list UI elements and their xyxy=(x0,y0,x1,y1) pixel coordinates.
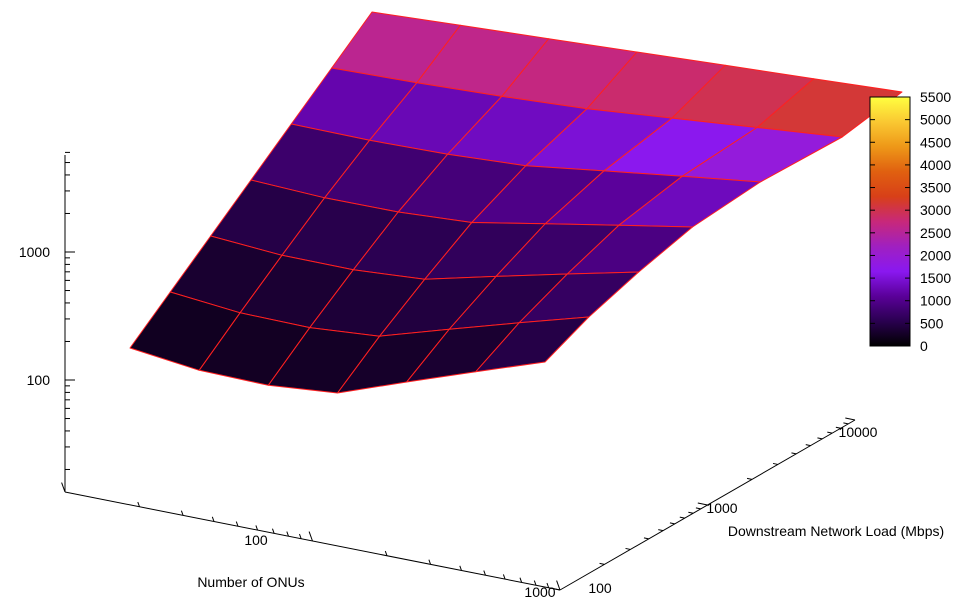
y-tick-label: 1000 xyxy=(706,500,737,516)
y-tick xyxy=(697,502,708,506)
colorbar-tick-label: 4000 xyxy=(920,157,951,173)
x-tick xyxy=(533,580,537,586)
x-tick xyxy=(428,559,432,565)
colorbar-tick-label: 5000 xyxy=(920,112,951,128)
surface-cell xyxy=(475,316,590,373)
y-tick xyxy=(643,537,649,540)
axis-labels: Number of ONUs Downstream Network Load (… xyxy=(197,523,944,590)
y-tick xyxy=(817,437,823,440)
x-tick xyxy=(137,501,140,507)
colorbar-tick-label: 500 xyxy=(920,315,944,331)
colorbar-tick-label: 2000 xyxy=(920,247,951,263)
y-tick xyxy=(805,444,811,447)
colorbar-tick-label: 2500 xyxy=(920,225,951,241)
floor-axes: 100 1000 100 1000 10000 xyxy=(61,155,878,600)
y-tick xyxy=(550,587,561,591)
x-tick xyxy=(483,570,486,576)
colorbar-tick-label: 1500 xyxy=(920,270,951,286)
y-tick xyxy=(772,462,778,465)
y-tick xyxy=(669,522,675,525)
y-tick xyxy=(688,511,694,514)
x-tick xyxy=(235,521,239,527)
x-tick xyxy=(211,516,215,522)
x-tick xyxy=(519,577,523,583)
colorbar-tick-label: 1000 xyxy=(920,293,951,309)
colorbar-box xyxy=(869,96,911,347)
y-tick xyxy=(845,417,856,421)
x-tick xyxy=(61,482,66,493)
x-axis-label: Number of ONUs xyxy=(197,574,304,590)
x-tick xyxy=(546,582,550,588)
y-tick-label: 10000 xyxy=(839,424,878,440)
y-tick xyxy=(695,507,701,510)
z-tick-label: 100 xyxy=(27,372,51,388)
y-tick xyxy=(791,452,797,455)
y-tick xyxy=(599,562,605,565)
x-tick xyxy=(308,531,313,542)
y-tick xyxy=(746,477,753,480)
z-tick-label: 1000 xyxy=(19,244,50,260)
colorbar-tick-label: 3500 xyxy=(920,180,951,196)
x-tick xyxy=(180,510,184,516)
y-tick xyxy=(679,516,685,519)
x-tick xyxy=(459,565,462,571)
z-axis: 100 1000 xyxy=(19,151,75,470)
x-tick xyxy=(271,528,275,534)
x-tick-label: 100 xyxy=(244,532,268,548)
x-tick xyxy=(299,533,302,539)
y-tick xyxy=(658,529,664,532)
x-tick xyxy=(286,531,289,537)
y-tick xyxy=(827,431,833,434)
y-tick xyxy=(625,547,631,550)
y-tick-label: 100 xyxy=(588,580,612,596)
colorbar-tick-label: 4500 xyxy=(920,134,951,150)
surface-mesh xyxy=(129,11,903,394)
colorbar: 0 500 1000 1500 2000 2500 3000 3500 4000 4500 5000… xyxy=(869,89,951,354)
y-axis-label: Downstream Network Load (Mbps) xyxy=(728,523,944,539)
colorbar-tick-label: 5500 xyxy=(920,89,951,105)
colorbar-tick-label: 3000 xyxy=(920,202,951,218)
x-tick xyxy=(502,574,506,580)
x-tick xyxy=(556,580,561,591)
y-tick xyxy=(843,422,849,425)
x-tick-label: 1000 xyxy=(524,584,555,600)
x-tick xyxy=(384,550,388,556)
colorbar-tick-label: 0 xyxy=(920,338,928,354)
y-tick xyxy=(835,426,841,429)
x-tick xyxy=(255,525,259,531)
